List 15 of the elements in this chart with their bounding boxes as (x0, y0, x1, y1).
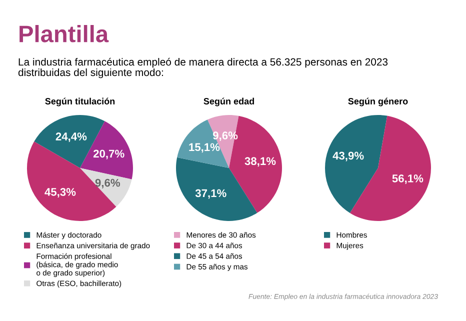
data-label: 15,1% (189, 143, 220, 153)
data-label: 56,1% (392, 174, 424, 184)
data-label: 38,1% (244, 157, 276, 167)
data-label: 9,6% (95, 178, 120, 188)
data-label: 24,4% (56, 132, 87, 142)
chart-title: Según edad (204, 98, 254, 106)
text: Plantilla (20, 24, 109, 42)
chart-title: Según género (348, 98, 408, 106)
pie-slice (325, 115, 388, 213)
chart-title: Según titulación (45, 98, 115, 106)
data-label: 45,3% (44, 188, 76, 198)
data-label: 37,1% (195, 189, 226, 199)
data-label: 43,9% (332, 152, 364, 162)
data-label: 20,7% (93, 150, 124, 160)
text: La industria farmacéutica empleó de manera directa a 56.325 personas en 2023 distribuidas del siguiente modo: (18, 58, 388, 78)
